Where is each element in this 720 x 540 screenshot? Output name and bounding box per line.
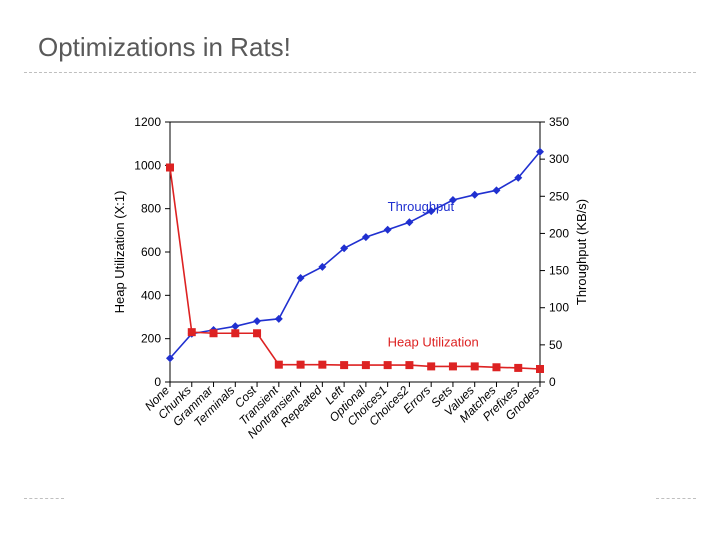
svg-text:400: 400 [141, 288, 161, 302]
divider-bottom-left [24, 498, 64, 499]
svg-text:200: 200 [141, 332, 161, 346]
svg-text:800: 800 [141, 202, 161, 216]
slide-title: Optimizations in Rats! [38, 32, 291, 63]
svg-text:Throughput: Throughput [388, 199, 455, 214]
svg-text:Heap Utilization (X:1): Heap Utilization (X:1) [112, 191, 127, 314]
svg-text:250: 250 [549, 189, 569, 203]
svg-text:600: 600 [141, 245, 161, 259]
svg-text:50: 50 [549, 338, 563, 352]
svg-text:300: 300 [549, 152, 569, 166]
svg-text:100: 100 [549, 301, 569, 315]
svg-text:1000: 1000 [134, 158, 161, 172]
svg-text:0: 0 [549, 375, 556, 389]
svg-text:200: 200 [549, 226, 569, 240]
svg-text:Throughput (KB/s): Throughput (KB/s) [574, 199, 589, 305]
slide: Optimizations in Rats! 0 200 400 600 800 1000… [0, 0, 720, 540]
svg-text:350: 350 [549, 115, 569, 129]
chart-container: 0200400600800100012000501001502002503003… [95, 110, 595, 480]
svg-text:150: 150 [549, 264, 569, 278]
svg-text:1200: 1200 [134, 115, 161, 129]
line-chart: 0200400600800100012000501001502002503003… [95, 110, 595, 480]
divider-bottom-right [656, 498, 696, 499]
divider-top [24, 72, 696, 73]
svg-text:Heap Utilization: Heap Utilization [388, 334, 479, 349]
